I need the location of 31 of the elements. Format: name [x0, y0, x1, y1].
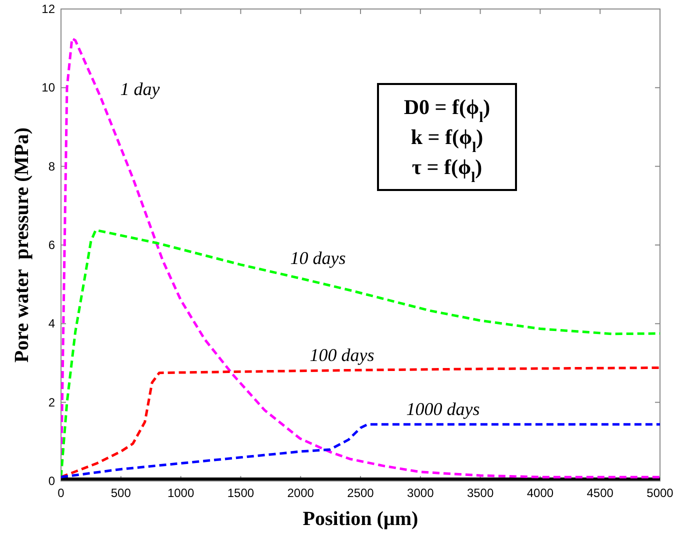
series-label: 1000 days — [406, 399, 480, 419]
x-axis-title: Position (µm) — [302, 508, 418, 530]
series-label: 1 day — [120, 79, 160, 99]
y-tick-label: 8 — [48, 159, 56, 174]
annotation: k = f(ϕ$_{l}$) — [410, 125, 484, 156]
y-tick-label: 0 — [48, 474, 56, 488]
line-series — [61, 37, 660, 478]
series-label: 100 days — [310, 345, 374, 365]
x-tick-label: 500 — [110, 486, 132, 500]
y-tick-label: 10 — [42, 80, 56, 95]
line-series — [61, 423, 660, 478]
x-tick-label: 3000 — [407, 486, 434, 500]
y-tick-label: 4 — [48, 316, 56, 331]
x-tick-label: 4500 — [586, 486, 614, 500]
y-tick-label: 6 — [48, 238, 56, 252]
annotation: D0 = f(ϕ$_{l}$) — [404, 95, 490, 126]
y-tick-label: 2 — [48, 395, 56, 410]
x-tick-label: 1000 — [167, 486, 194, 500]
line-series — [61, 366, 660, 478]
line-series — [61, 228, 660, 478]
x-tick-label: 3500 — [466, 486, 494, 500]
x-tick-label: 5000 — [646, 486, 674, 500]
y-tick-label: 12 — [42, 2, 56, 16]
x-tick-label: 0 — [58, 486, 65, 500]
annotation: τ = f(ϕ$_{l}$) — [412, 155, 482, 186]
y-axis-title: Pore water pressure (MPa) — [11, 127, 33, 363]
x-tick-label: 1500 — [227, 486, 254, 500]
x-tick-label: 2500 — [347, 486, 374, 500]
x-tick-label: 2000 — [287, 486, 314, 500]
series-label: 10 days — [290, 248, 346, 268]
x-tick-label: 4000 — [526, 486, 554, 500]
